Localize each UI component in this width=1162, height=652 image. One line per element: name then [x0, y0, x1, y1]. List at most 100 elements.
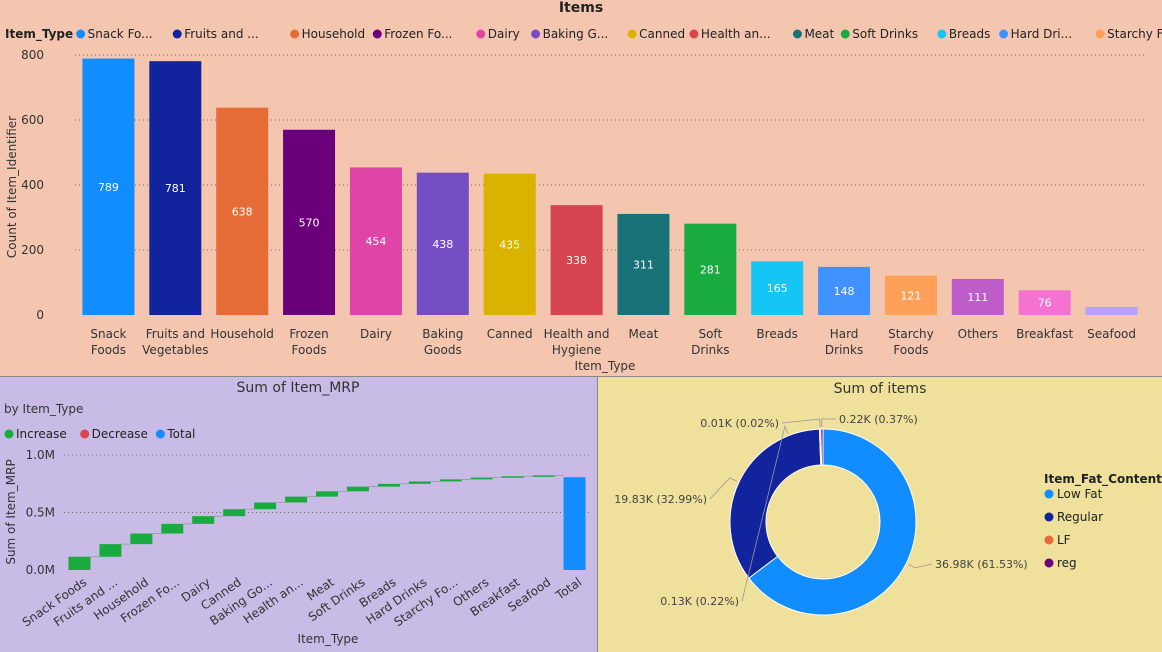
- items-chart-panel[interactable]: Items Item_Type Snack Fo... Fruits and ..…: [0, 0, 1162, 377]
- items-legend-item[interactable]: Snack Fo...: [88, 27, 153, 41]
- mrp-y-tick-label: 0.5M: [26, 506, 55, 520]
- mrp-y-axis: 0.0M 0.5M 1.0M: [26, 448, 55, 577]
- mrp-bar: [99, 544, 122, 557]
- items-chart-title: Items: [559, 0, 603, 16]
- items-x-tick-label: Breads: [756, 327, 798, 341]
- items-bar-value-label: 121: [900, 289, 921, 302]
- items-legend-swatch: [290, 29, 300, 39]
- items-bar-value-label: 454: [365, 235, 386, 248]
- donut-slice-label: 19.83K (32.99%): [614, 493, 707, 506]
- items-legend-item[interactable]: Fruits and ...: [184, 27, 259, 41]
- items-x-tick-label: Vegetables: [142, 343, 208, 357]
- donut-legend-item[interactable]: reg: [1057, 556, 1077, 570]
- items-legend-item[interactable]: Frozen Fo...: [384, 27, 452, 41]
- items-legend-item[interactable]: Dairy: [488, 27, 520, 41]
- mrp-legend-swatch: [155, 429, 165, 439]
- items-y-axis-title: Count of Item_Identifier: [5, 116, 19, 258]
- mrp-y-tick-label: 1.0M: [26, 448, 55, 462]
- donut-legend-title: Item_Fat_Content: [1044, 472, 1162, 487]
- mrp-bar: [130, 533, 153, 545]
- mrp-bar: [501, 476, 524, 478]
- mrp-bar: [161, 523, 184, 534]
- items-legend-item[interactable]: Hard Dri...: [1011, 27, 1072, 41]
- items-y-tick-label: 600: [21, 113, 44, 127]
- mrp-legend-item[interactable]: Decrease: [92, 427, 148, 441]
- items-bar: [550, 205, 603, 315]
- items-legend-swatch: [476, 29, 486, 39]
- mrp-bar: [285, 496, 308, 503]
- items-x-tick-label: Drinks: [825, 343, 863, 357]
- items-x-tick-label: Hygiene: [552, 343, 601, 357]
- items-bar: [216, 107, 269, 316]
- items-legend-item[interactable]: Starchy F...: [1107, 27, 1162, 41]
- mrp-bar: [223, 509, 246, 517]
- items-y-tick-label: 400: [21, 178, 44, 192]
- mrp-bar: [346, 486, 369, 492]
- items-bar-value-label: 570: [299, 216, 320, 229]
- items-legend-item[interactable]: Soft Drinks: [852, 27, 918, 41]
- fat-content-donut-panel[interactable]: Sum of items 36.98K (61.53%) 19.83K (32.9…: [598, 377, 1162, 652]
- items-bar-value-label: 76: [1038, 297, 1052, 310]
- donut-leader-line: [709, 477, 738, 500]
- donut-legend-item[interactable]: Regular: [1057, 510, 1103, 524]
- mrp-y-axis-title: Sum of Item_MRP: [4, 459, 18, 564]
- items-legend[interactable]: Item_Type Snack Fo... Fruits and ... House…: [5, 27, 1162, 42]
- donut-slice-label: 0.22K (0.37%): [839, 413, 918, 426]
- mrp-legend-item[interactable]: Increase: [16, 427, 67, 441]
- items-x-tick-label: Dairy: [360, 327, 392, 341]
- items-x-tick-label: Starchy: [888, 327, 934, 341]
- items-x-tick-label: Foods: [893, 343, 928, 357]
- items-bar: [617, 213, 670, 315]
- mrp-x-tick-label: Total: [552, 575, 584, 603]
- donut-chart-title: Sum of items: [834, 381, 927, 397]
- mrp-legend-swatch: [4, 429, 14, 439]
- items-bar: [82, 58, 135, 315]
- items-bar-value-label: 338: [566, 254, 587, 267]
- donut-legend[interactable]: Item_Fat_Content Low Fat Regular LF reg: [1044, 472, 1162, 570]
- donut-legend-item[interactable]: Low Fat: [1057, 487, 1103, 501]
- items-x-tick-label: Breakfast: [1016, 327, 1073, 341]
- items-legend-item[interactable]: Breads: [949, 27, 991, 41]
- donut-leader-line: [781, 418, 821, 428]
- items-x-axis-title: Item_Type: [575, 359, 636, 373]
- items-x-tick-label: Foods: [292, 343, 327, 357]
- mrp-chart-subtitle: by Item_Type: [4, 402, 83, 416]
- mrp-legend-swatch: [80, 429, 90, 439]
- items-legend-item[interactable]: Household: [302, 27, 366, 41]
- items-legend-item[interactable]: Health an...: [701, 27, 771, 41]
- items-bar: [818, 266, 871, 315]
- donut-legend-swatch: [1044, 512, 1054, 522]
- donut-legend-item[interactable]: LF: [1057, 533, 1071, 547]
- donut-chart-svg: Sum of items 36.98K (61.53%) 19.83K (32.9…: [614, 381, 1162, 616]
- items-legend-item[interactable]: Meat: [804, 27, 834, 41]
- items-legend-swatch: [999, 29, 1009, 39]
- items-legend-swatch: [792, 29, 802, 39]
- items-bar: [149, 61, 202, 315]
- donut-slice: [748, 428, 917, 616]
- items-x-tick-label: Health and: [544, 327, 610, 341]
- mrp-y-tick-label: 0.0M: [26, 563, 55, 577]
- items-bar: [349, 167, 402, 315]
- mrp-waterfall-panel[interactable]: Sum of Item_MRP by Item_Type Increase Dec…: [0, 377, 598, 652]
- items-x-tick-label: Hard: [830, 327, 859, 341]
- items-bar: [416, 172, 469, 315]
- items-legend-swatch: [172, 29, 182, 39]
- donut-slice-label: 36.98K (61.53%): [935, 558, 1028, 571]
- mrp-legend-item[interactable]: Total: [166, 427, 195, 441]
- donut-slice-label: 0.01K (0.02%): [700, 417, 779, 430]
- mrp-legend[interactable]: Increase Decrease Total: [4, 427, 196, 441]
- items-x-tick-label: Baking: [422, 327, 463, 341]
- items-x-tick-label: Canned: [487, 327, 533, 341]
- items-bar-value-label: 435: [499, 238, 520, 251]
- items-x-tick-label: Soft: [698, 327, 722, 341]
- mrp-gridlines: [64, 454, 590, 513]
- mrp-bar: [408, 481, 431, 484]
- items-legend-item[interactable]: Baking G...: [543, 27, 609, 41]
- items-bar-value-label: 781: [165, 182, 186, 195]
- items-legend-item[interactable]: Canned: [639, 27, 685, 41]
- items-bar: [751, 261, 804, 315]
- items-legend-swatch: [372, 29, 382, 39]
- donut-legend-swatch: [1044, 535, 1054, 545]
